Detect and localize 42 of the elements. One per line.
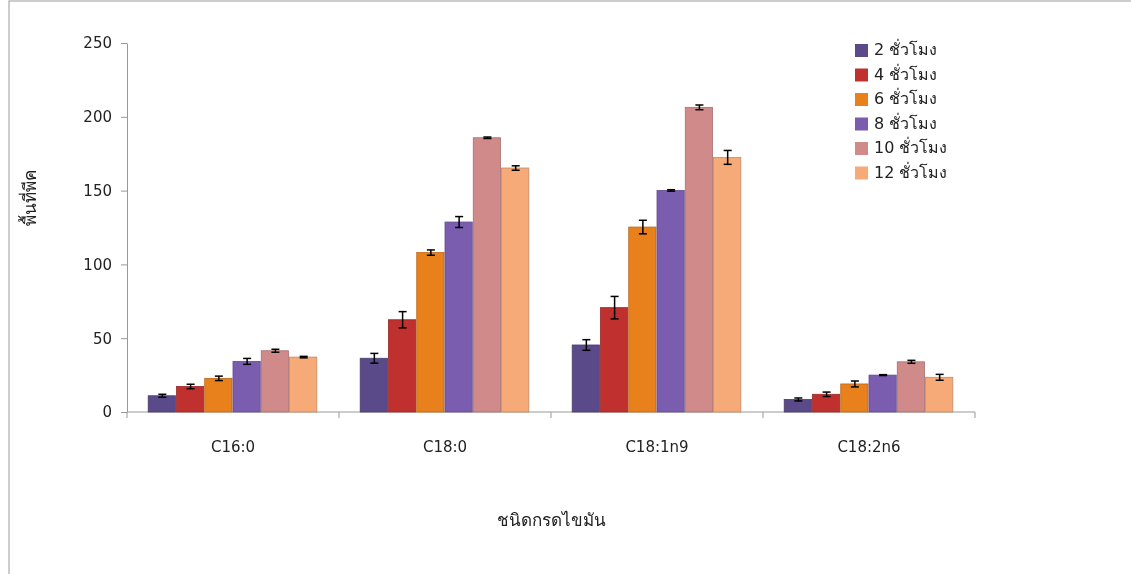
bar — [896, 361, 925, 413]
x-axis-title: ชนิดกรดไขมัน — [496, 510, 606, 530]
legend-label: 8 ชั่วโมง — [874, 111, 938, 133]
bar — [571, 344, 600, 413]
y-tick-label: 250 — [83, 34, 112, 53]
x-tick-label: C18:0 — [422, 438, 468, 456]
bar — [147, 395, 176, 413]
bar — [783, 399, 812, 413]
legend-label: 12 ชั่วโมง — [874, 160, 948, 182]
x-tick-label: C18:2n6 — [837, 438, 901, 456]
bar — [925, 376, 954, 413]
bar — [628, 226, 657, 413]
legend-label: 6 ชั่วโมง — [874, 87, 938, 108]
y-tick-label: 100 — [83, 255, 112, 274]
bar — [656, 190, 685, 413]
legend-label: 10 ชั่วโมง — [874, 136, 948, 157]
bar — [812, 393, 841, 413]
bar — [684, 106, 713, 413]
y-tick-label: 50 — [92, 329, 112, 348]
x-tick-label: C16:0 — [210, 438, 256, 456]
bar — [868, 374, 897, 413]
legend-label: 2 ชั่วโมง — [874, 38, 938, 59]
y-tick-label: 150 — [83, 181, 112, 200]
y-axis-title: พื้นที่พีค — [18, 169, 40, 226]
bar — [260, 350, 289, 413]
y-tick-label: 200 — [83, 108, 112, 127]
legend-label: 4 ชั่วโมง — [874, 62, 938, 84]
bar — [388, 319, 417, 413]
bar — [713, 156, 742, 413]
bar — [416, 252, 445, 413]
bar — [840, 383, 869, 413]
bar — [289, 356, 318, 413]
bar — [444, 221, 473, 413]
bar — [232, 360, 261, 413]
bar — [501, 167, 530, 413]
bar — [359, 357, 388, 413]
y-tick-label: 0 — [102, 403, 112, 422]
bar — [600, 307, 629, 413]
x-tick-label: C18:1n9 — [625, 438, 689, 456]
bar — [472, 137, 501, 413]
bar — [176, 386, 205, 413]
bar — [204, 377, 233, 413]
